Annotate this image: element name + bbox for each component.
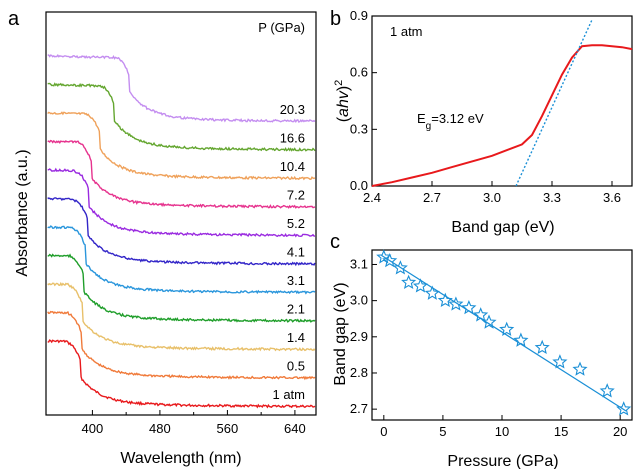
panel-c-x-tick-label: 15	[554, 424, 568, 439]
panel-b-x-tick-label: 3.6	[603, 190, 621, 205]
panel-a-series-line	[47, 167, 315, 238]
panel-c-x-tick-label: 10	[495, 424, 509, 439]
panel-b-y-axis-label: (ahv)2	[333, 80, 352, 123]
panel-c-y-tick-label: 2.9	[350, 329, 368, 344]
panel-a-x-tick-label: 400	[82, 421, 104, 436]
panel-c-x-axis-label: Pressure (GPa)	[447, 453, 558, 469]
panel-a-series-line	[47, 111, 316, 181]
panel-label-b: b	[330, 8, 341, 30]
panel-b-y-tick-label: 0.3	[350, 121, 368, 136]
panel-b-x-tick-label: 3.0	[483, 190, 501, 205]
panel-b-annotation-eg: Eg=3.12 eV	[417, 111, 484, 132]
panel-b-spectrum-line	[371, 44, 633, 187]
panel-a-series-label: 10.4	[280, 159, 305, 174]
panel-c-data-point	[499, 321, 515, 336]
panel-b-y-tick-label: 0.9	[350, 8, 368, 23]
panel-c-x-tick-label: 20	[613, 424, 627, 439]
panel-a-series-line	[47, 281, 316, 352]
panel-a-series-label: 1 atm	[272, 387, 305, 402]
panel-a-series-line	[47, 310, 316, 381]
panel-c-data-point	[392, 260, 408, 275]
panel-c-data-point	[412, 278, 428, 293]
panel-a-x-tick-label: 480	[149, 421, 171, 436]
panel-b-frame	[371, 15, 633, 187]
panel-a-series-line	[47, 253, 316, 323]
panel-c-y-tick-label: 2.8	[350, 365, 368, 380]
panel-c-x-tick-label: 5	[439, 424, 446, 439]
panel-a-chart: Absorbance (a.u.) Wavelength (nm) P (GPa…	[14, 11, 317, 467]
panel-c-frame	[371, 249, 633, 421]
panel-a-series-label: 5.2	[287, 216, 305, 231]
panel-a-series-label: 0.5	[287, 359, 305, 374]
panel-a-series-line	[47, 139, 316, 209]
panel-b-x-tick-label: 2.4	[363, 190, 381, 205]
panel-a-series-line	[47, 53, 316, 124]
panel-c-data-point	[552, 354, 568, 369]
panel-b-y-tick-label: 0.6	[350, 65, 368, 80]
panel-a-frame	[45, 11, 317, 416]
panel-b-x-axis-label: Band gap (eV)	[451, 219, 554, 236]
panel-a-series-line	[47, 225, 316, 295]
panel-c-data-point	[401, 274, 417, 289]
panel-a-series-label: 20.3	[280, 102, 305, 117]
panel-a-y-axis-label: Absorbance (a.u.)	[14, 149, 31, 276]
panel-c-data-point	[534, 339, 550, 355]
panel-a-series-label: 3.1	[287, 273, 305, 288]
panel-c-data-point	[437, 292, 453, 308]
panel-c-data-point	[572, 361, 588, 376]
panel-c-y-axis-label: Band gap (eV)	[332, 282, 349, 385]
panel-a-series-label: 1.4	[287, 330, 305, 345]
panel-b-annotation-1atm: 1 atm	[390, 24, 423, 39]
panel-b-fit-line	[515, 19, 593, 187]
panel-a-series-label: 4.1	[287, 245, 305, 260]
panel-c-data-point	[376, 249, 392, 264]
panel-c-data-point	[382, 252, 398, 268]
panel-a-x-axis-label: Wavelength (nm)	[120, 450, 241, 467]
panel-c-data-point	[473, 307, 489, 322]
panel-label-c: c	[330, 231, 340, 253]
panel-b-x-tick-label: 2.7	[423, 190, 441, 205]
panel-a-series-label: 16.6	[280, 131, 305, 146]
panel-a-series-label: 7.2	[287, 188, 305, 203]
panel-a-x-tick-label: 560	[217, 421, 239, 436]
panel-b-x-tick-label: 3.3	[543, 190, 561, 205]
panel-c-data-point	[461, 299, 477, 315]
panel-a-series-line	[47, 197, 316, 267]
panel-c-y-tick-label: 2.7	[350, 401, 368, 416]
panel-c-x-tick-label: 0	[380, 424, 387, 439]
panel-c-data-point	[599, 383, 615, 398]
panel-c-data-point	[448, 296, 464, 311]
panel-a-series-label: 2.1	[287, 302, 305, 317]
panel-a-x-tick-label: 640	[284, 421, 306, 436]
panel-c-data-point	[513, 332, 529, 347]
panel-c-data-point	[424, 285, 440, 300]
panel-a-legend-title: P (GPa)	[258, 20, 305, 35]
panel-c-data-point	[616, 401, 632, 416]
panel-c-data-point	[481, 314, 497, 329]
panel-c-chart: Pressure (GPa) Band gap (eV) 0 5 10 15 20 2.7…	[332, 249, 633, 469]
panel-label-a: a	[8, 8, 20, 30]
panel-b-chart: 1 atm Eg=3.12 eV Band gap (eV) (ahv)2 2.…	[333, 8, 633, 236]
panel-c-y-tick-label: 3.0	[350, 293, 368, 308]
panel-c-y-tick-label: 3.1	[350, 256, 368, 271]
panel-a-series-line	[47, 82, 316, 152]
panel-b-y-tick-label: 0.0	[350, 178, 368, 193]
panel-a-series-line	[47, 339, 316, 409]
